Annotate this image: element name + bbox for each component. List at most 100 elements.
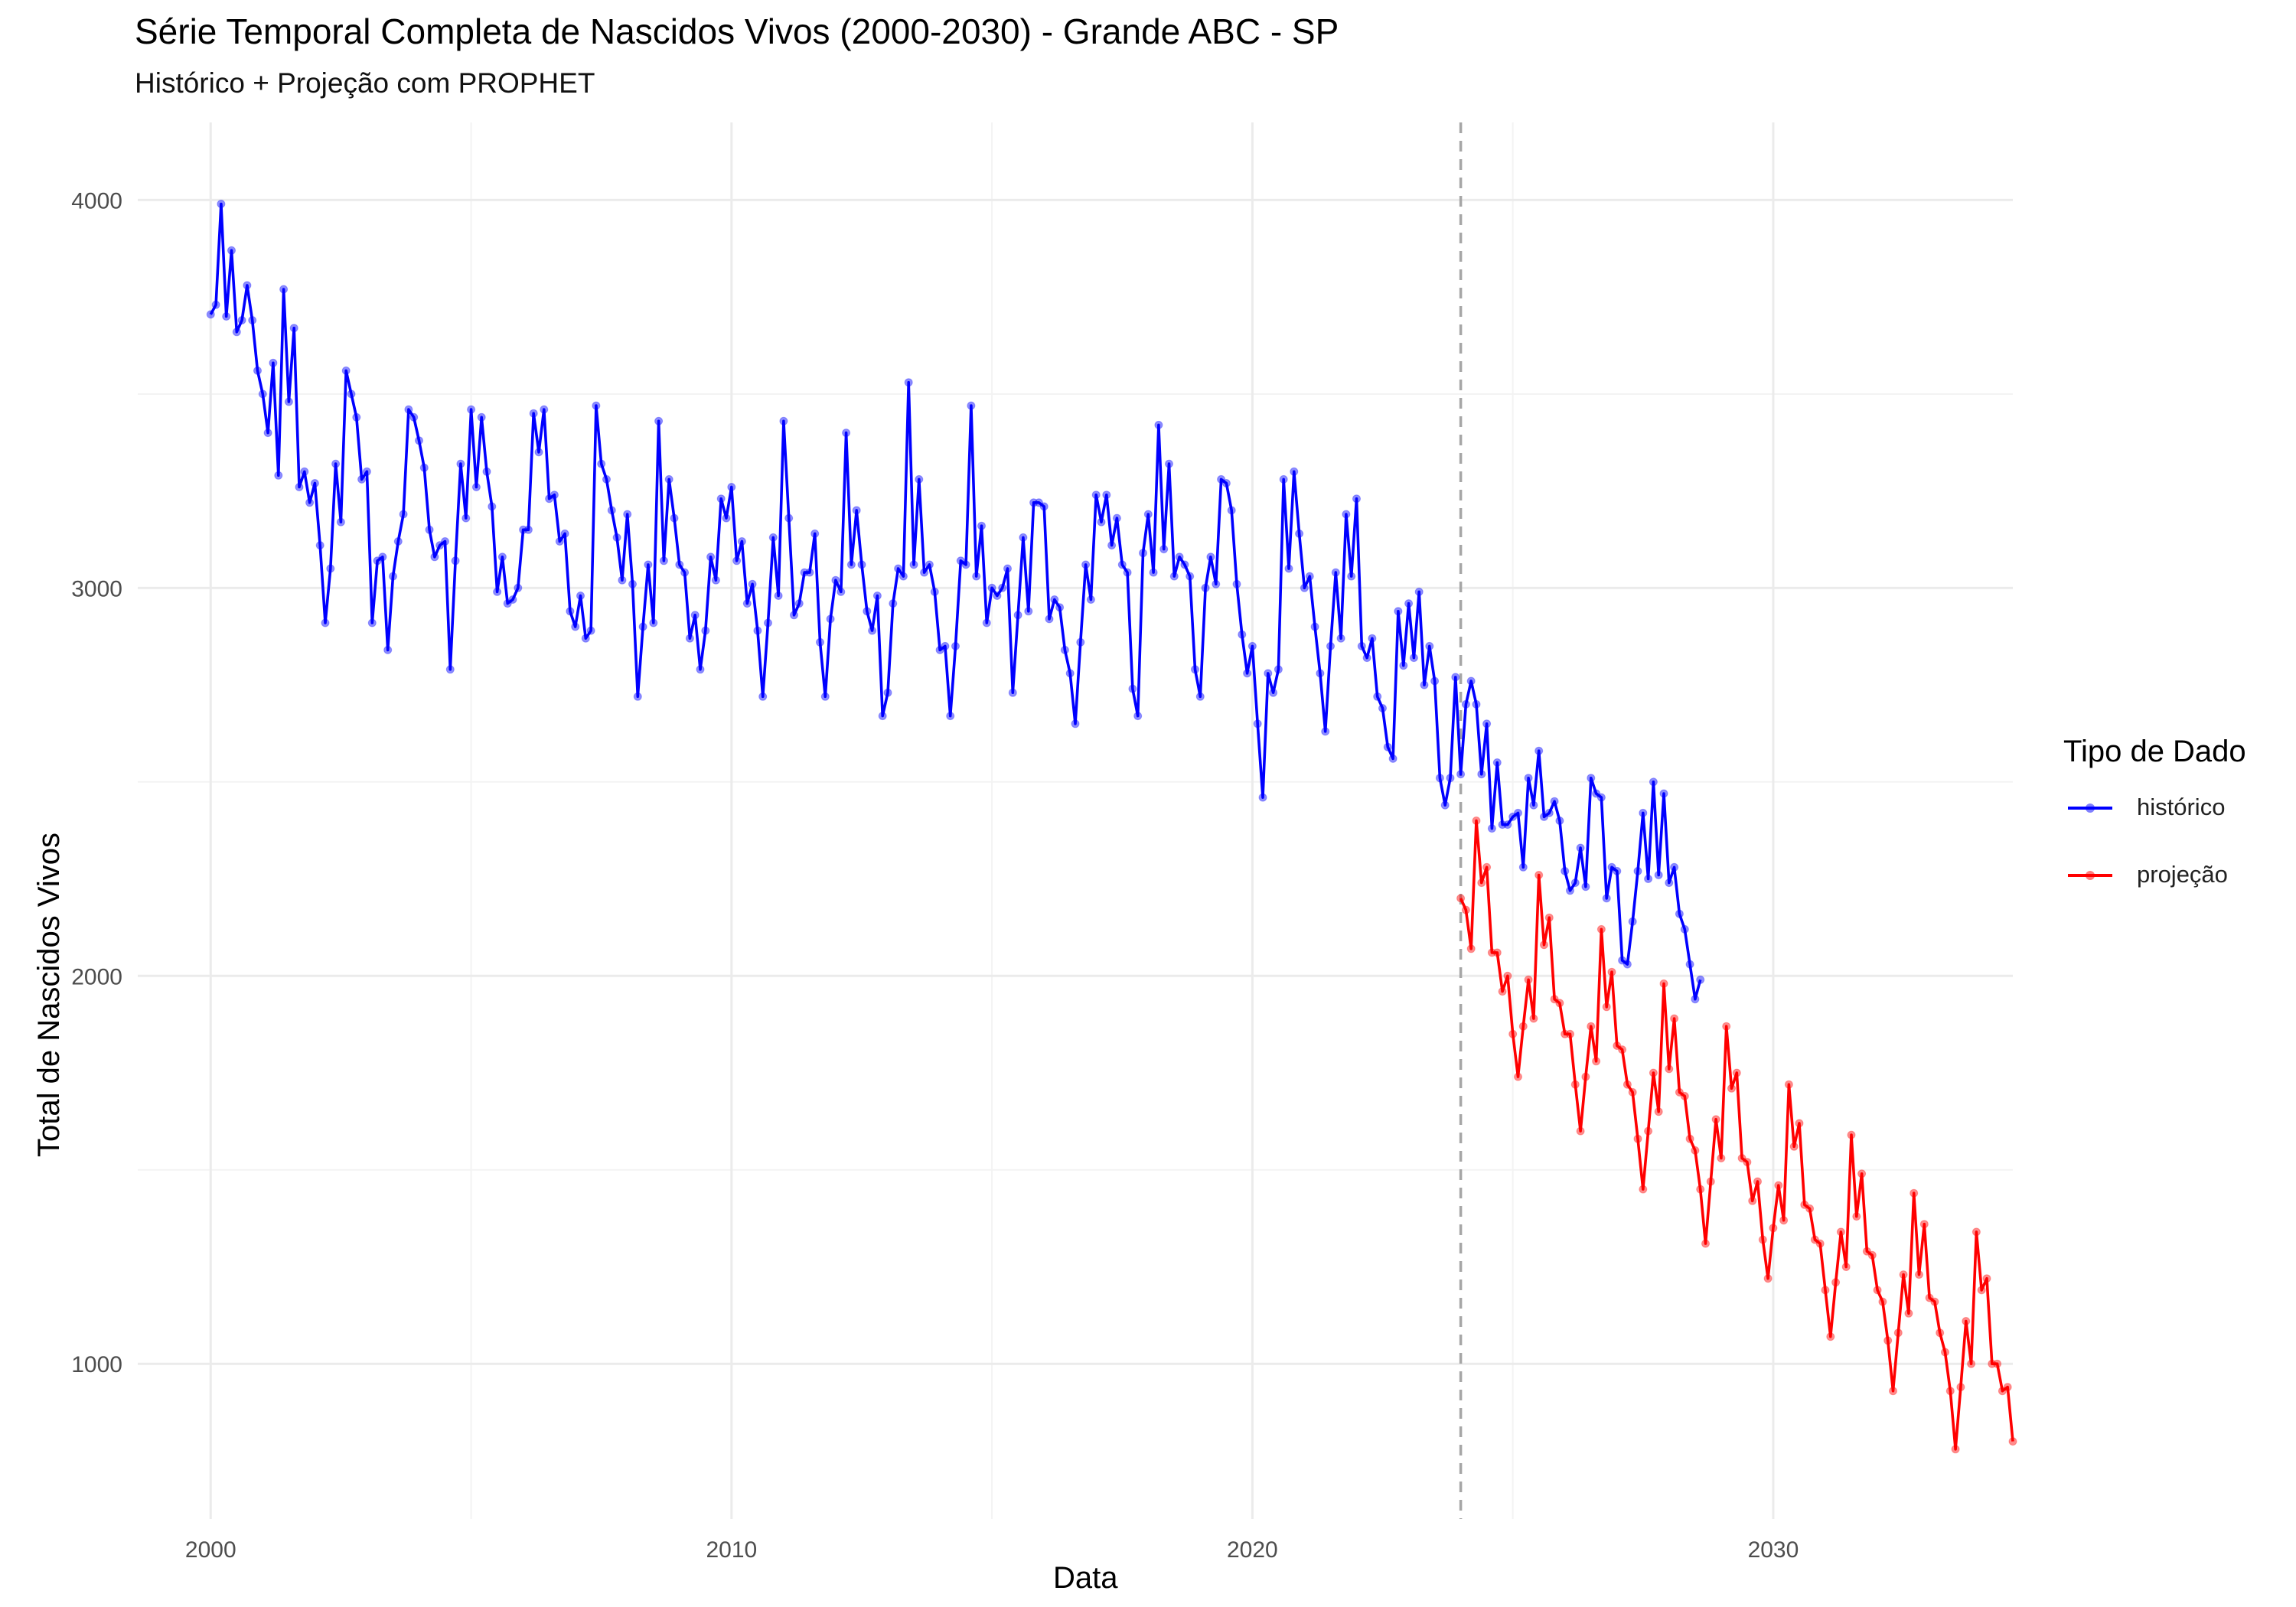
data-point-projecao (1487, 948, 1496, 957)
data-point-historico (1097, 517, 1106, 526)
data-point-historico (1243, 669, 1252, 678)
data-point-historico (1107, 541, 1117, 550)
data-point-historico (295, 483, 304, 491)
data-point-projecao (1675, 1087, 1684, 1097)
data-point-projecao (1581, 1072, 1590, 1081)
data-point-projecao (1795, 1119, 1804, 1128)
data-point-historico (461, 513, 471, 523)
data-point-historico (1675, 909, 1684, 918)
data-point-historico (1368, 634, 1377, 643)
data-point-historico (1186, 572, 1195, 581)
data-point-historico (425, 525, 434, 534)
data-point-historico (852, 506, 861, 515)
data-point-historico (560, 529, 569, 538)
data-point-historico (842, 429, 851, 438)
data-point-historico (1425, 641, 1434, 650)
data-point-historico (977, 521, 986, 530)
data-point-historico (1654, 871, 1663, 879)
data-point-historico (961, 560, 970, 569)
data-point-historico (644, 560, 653, 569)
chart-title: Série Temporal Completa de Nascidos Vivo… (135, 11, 1339, 51)
data-point-projecao (1514, 1072, 1522, 1081)
data-point-projecao (1602, 1002, 1611, 1012)
data-point-historico (1180, 560, 1189, 569)
data-point-historico (784, 513, 794, 523)
data-point-historico (1206, 553, 1215, 562)
data-point-historico (243, 281, 252, 290)
data-point-historico (1050, 595, 1059, 604)
series-line-historico (209, 202, 1702, 1001)
data-point-historico (222, 312, 231, 321)
data-point-historico (1440, 800, 1450, 810)
data-point-projecao (1941, 1348, 1949, 1357)
x-tick-label: 2010 (706, 1537, 757, 1563)
data-point-historico (930, 587, 939, 596)
data-point-historico (1039, 502, 1049, 511)
data-point-projecao (1659, 979, 1668, 988)
data-point-historico (1238, 630, 1247, 639)
data-point-projecao (1498, 987, 1507, 996)
data-point-historico (764, 618, 772, 627)
data-point-historico (1165, 459, 1173, 468)
data-point-historico (790, 611, 798, 620)
data-point-historico (315, 541, 325, 550)
data-point-projecao (1784, 1080, 1793, 1089)
data-point-historico (607, 506, 616, 515)
data-point-historico (393, 537, 403, 546)
data-point-historico (1279, 474, 1288, 484)
data-point-historico (1420, 680, 1429, 689)
data-point-historico (748, 579, 757, 588)
data-point-projecao (1878, 1297, 1887, 1306)
data-point-historico (956, 556, 965, 566)
data-point-historico (331, 459, 341, 468)
data-point-historico (1623, 960, 1632, 969)
data-point-historico (1305, 572, 1314, 581)
data-point-historico (889, 599, 898, 608)
data-point-historico (967, 401, 976, 410)
data-point-historico (1019, 533, 1028, 542)
data-point-historico (1383, 742, 1392, 751)
data-point-historico (1336, 634, 1345, 643)
data-point-historico (1169, 572, 1179, 581)
data-point-historico (310, 479, 319, 487)
data-point-historico (1570, 878, 1580, 888)
data-point-historico (497, 553, 507, 562)
data-point-projecao (1936, 1328, 1945, 1338)
data-point-historico (1498, 820, 1507, 830)
data-point-historico (1191, 665, 1199, 674)
data-point-historico (1029, 498, 1039, 507)
data-point-historico (1159, 545, 1169, 554)
data-point-historico (1060, 645, 1069, 654)
data-point-historico (920, 568, 929, 577)
data-point-projecao (1732, 1068, 1741, 1077)
data-point-projecao (1544, 913, 1554, 922)
series-line-projecao (1459, 819, 2014, 1451)
data-point-historico (1300, 583, 1309, 592)
data-point-historico (1128, 684, 1137, 693)
data-point-historico (519, 525, 528, 534)
data-point-projecao (1857, 1169, 1867, 1178)
data-point-historico (1472, 699, 1481, 709)
data-point-historico (1544, 808, 1554, 817)
data-point-historico (430, 553, 439, 562)
data-point-historico (1154, 420, 1163, 429)
data-point-projecao (1915, 1270, 1923, 1279)
data-point-historico (1534, 746, 1544, 755)
data-point-historico (1284, 564, 1293, 573)
series-layer (206, 200, 2017, 1454)
data-point-historico (664, 474, 673, 484)
data-point-historico (675, 560, 684, 569)
data-point-projecao (1743, 1158, 1752, 1167)
data-point-historico (305, 498, 315, 507)
data-point-historico (1409, 654, 1418, 663)
data-point-projecao (1670, 1014, 1679, 1023)
data-point-projecao (1967, 1359, 1976, 1368)
data-point-historico (471, 483, 481, 491)
data-point-historico (1247, 641, 1257, 650)
data-point-historico (779, 416, 788, 425)
data-point-historico (1644, 875, 1653, 883)
data-point-historico (545, 494, 554, 504)
data-point-historico (1394, 607, 1403, 616)
data-point-historico (493, 587, 502, 596)
